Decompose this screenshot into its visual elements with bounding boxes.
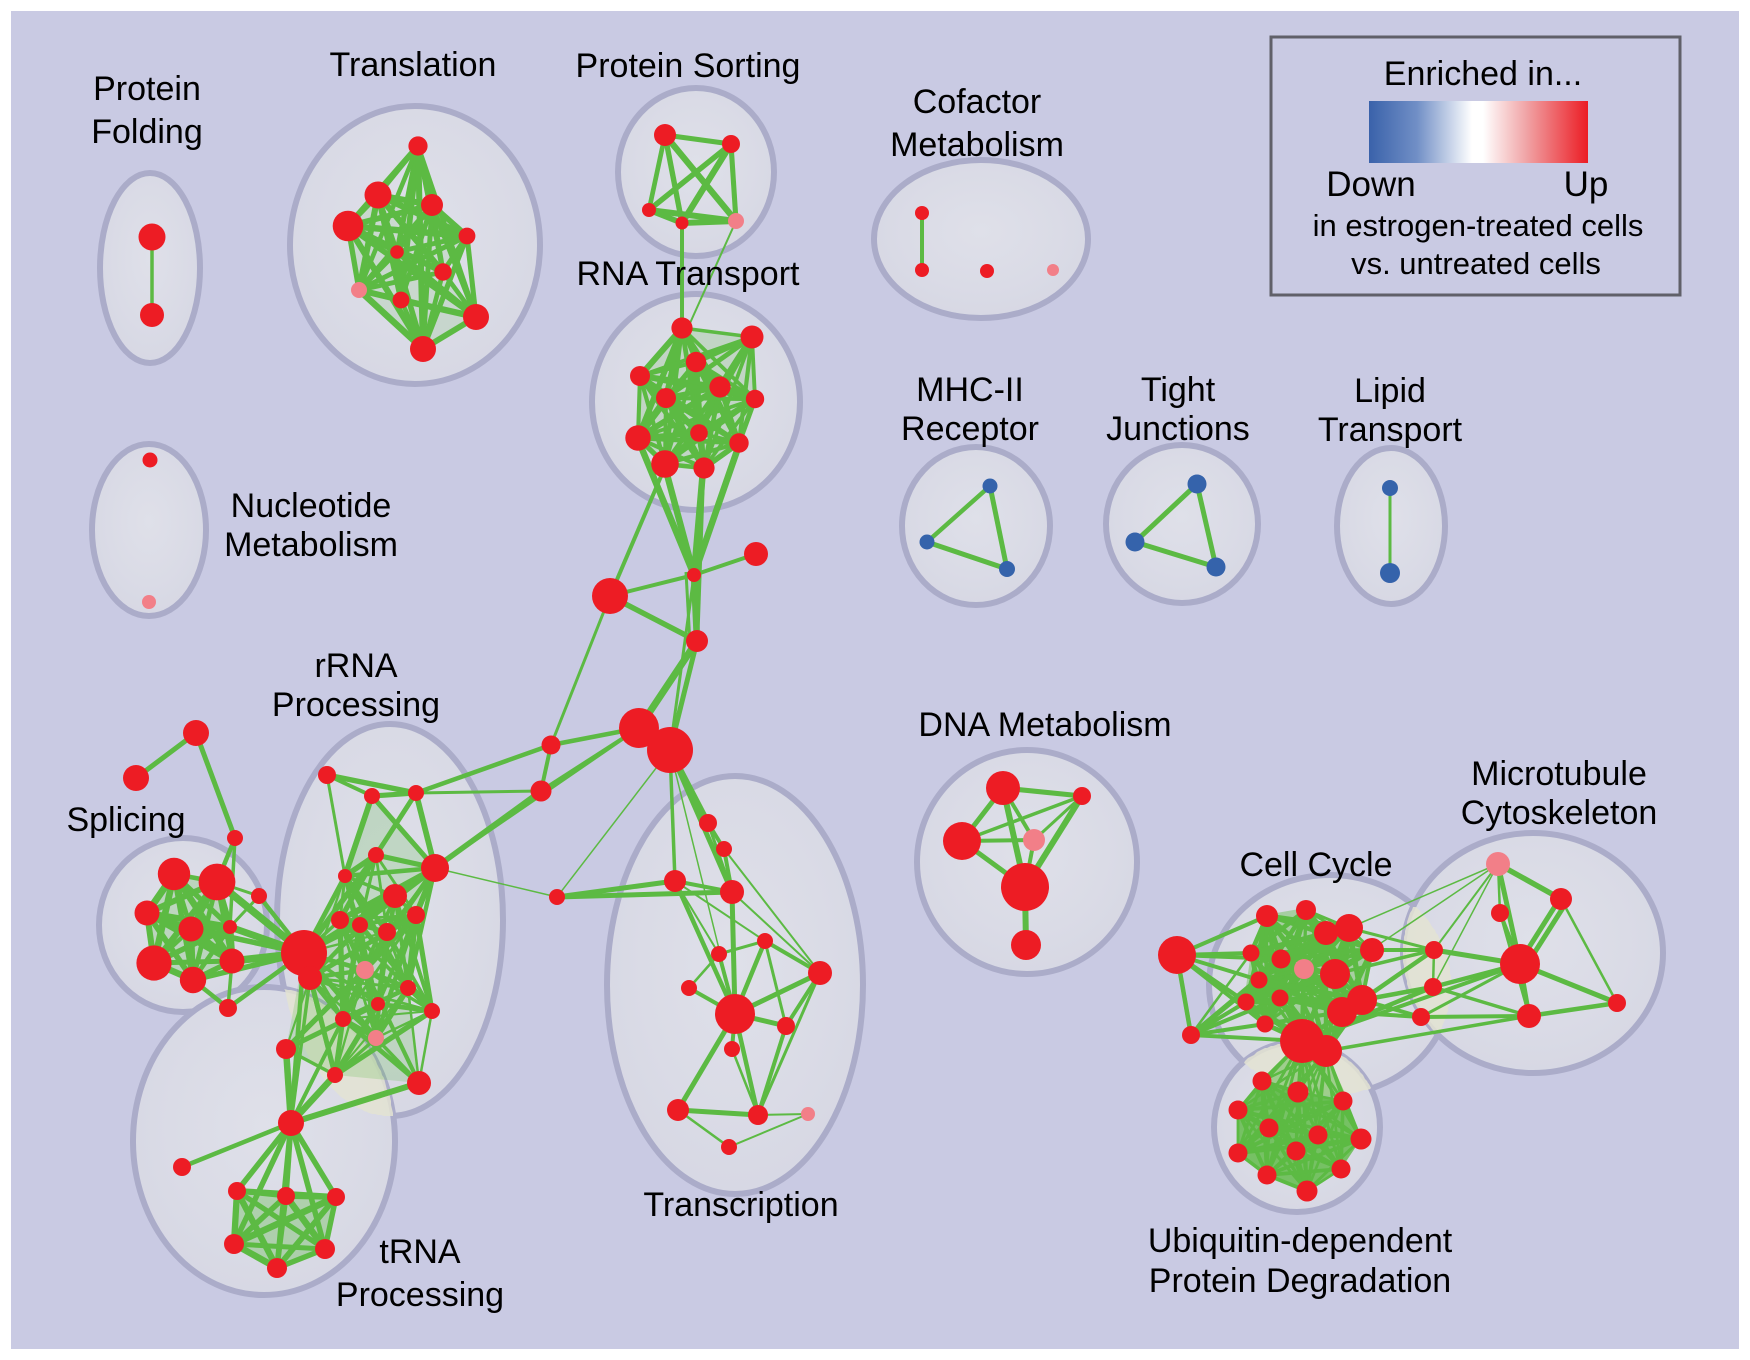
svg-text:Processing: Processing bbox=[336, 1276, 504, 1314]
svg-text:Transport: Transport bbox=[1318, 411, 1463, 449]
svg-text:Cofactor: Cofactor bbox=[913, 83, 1042, 121]
svg-text:Protein Degradation: Protein Degradation bbox=[1149, 1262, 1451, 1300]
svg-text:MHC-II: MHC-II bbox=[916, 371, 1024, 409]
svg-text:in estrogen-treated cells: in estrogen-treated cells bbox=[1313, 208, 1644, 243]
svg-text:Protein Sorting: Protein Sorting bbox=[576, 47, 801, 85]
svg-text:Processing: Processing bbox=[272, 686, 440, 724]
svg-text:Enriched in...: Enriched in... bbox=[1384, 55, 1582, 93]
svg-text:Microtubule: Microtubule bbox=[1471, 755, 1647, 793]
svg-text:Junctions: Junctions bbox=[1106, 410, 1250, 448]
svg-text:Nucleotide: Nucleotide bbox=[231, 487, 392, 525]
svg-text:Down: Down bbox=[1326, 165, 1415, 204]
svg-text:Ubiquitin-dependent: Ubiquitin-dependent bbox=[1148, 1222, 1453, 1260]
svg-text:vs. untreated cells: vs. untreated cells bbox=[1351, 246, 1601, 281]
svg-text:Transcription: Transcription bbox=[643, 1186, 838, 1224]
svg-text:Cytoskeleton: Cytoskeleton bbox=[1461, 794, 1658, 832]
svg-text:RNA Transport: RNA Transport bbox=[577, 255, 801, 293]
svg-text:Protein: Protein bbox=[93, 70, 201, 108]
svg-text:Metabolism: Metabolism bbox=[890, 126, 1064, 164]
svg-text:rRNA: rRNA bbox=[314, 647, 397, 685]
svg-text:tRNA: tRNA bbox=[379, 1233, 461, 1271]
svg-text:Folding: Folding bbox=[91, 113, 203, 151]
svg-text:Lipid: Lipid bbox=[1354, 372, 1426, 410]
svg-text:Receptor: Receptor bbox=[901, 410, 1039, 448]
svg-text:Splicing: Splicing bbox=[66, 801, 185, 839]
svg-text:Up: Up bbox=[1564, 165, 1609, 204]
svg-text:Metabolism: Metabolism bbox=[224, 526, 398, 564]
svg-text:Tight: Tight bbox=[1141, 371, 1216, 409]
svg-text:Cell Cycle: Cell Cycle bbox=[1239, 846, 1392, 884]
svg-text:Translation: Translation bbox=[330, 46, 497, 84]
svg-text:DNA Metabolism: DNA Metabolism bbox=[918, 706, 1171, 744]
